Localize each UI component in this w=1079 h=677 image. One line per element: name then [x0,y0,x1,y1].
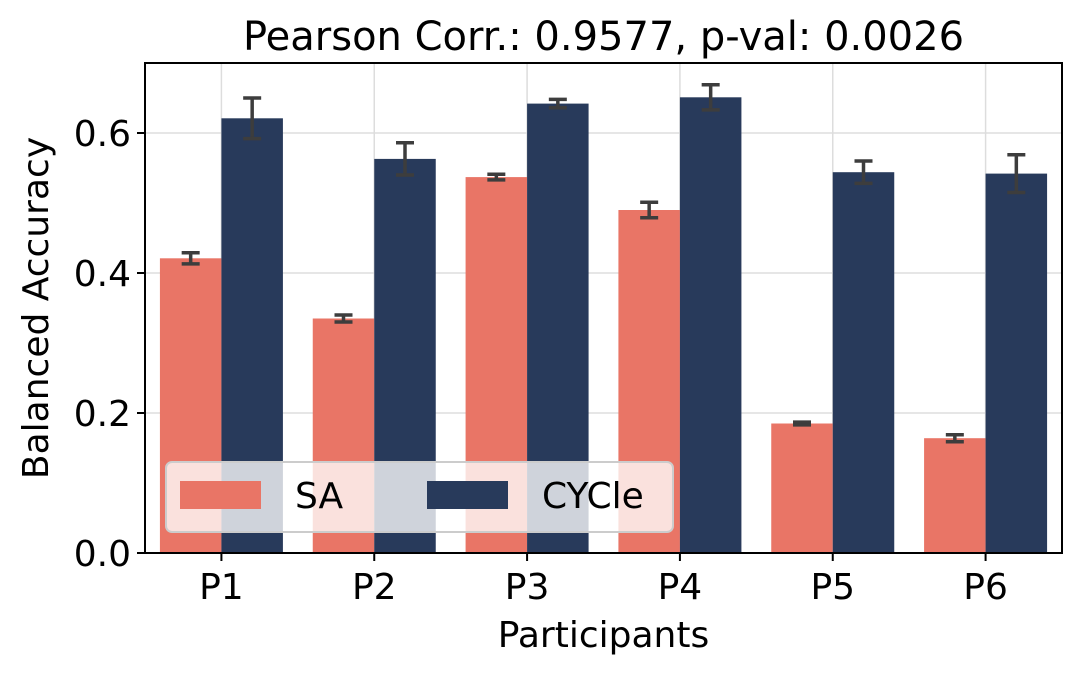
legend-label-sa: SA [295,476,344,517]
legend-swatch-cycle [427,481,508,509]
plot-area-frame [144,62,1063,554]
x-tick-label: P1 [199,567,244,608]
axis-ticks: 0.0 0.2 0.4 0.6 P1 P2 P3 P4 P5 P6 [74,114,1008,608]
x-tick-label: P4 [658,567,703,608]
legend: SA CYCle [165,461,674,533]
legend-swatch-sa [180,481,261,509]
y-tick-label: 0.6 [74,114,131,155]
legend-label-cycle: CYCle [542,476,644,517]
chart-title: Pearson Corr.: 0.9577, p-val: 0.0026 [243,14,964,60]
bar-cycle [679,97,742,554]
bar-sa [924,438,986,553]
legend-box [165,461,674,533]
bar-cycle [985,173,1048,553]
x-tick-label: P6 [963,567,1008,608]
bar-cycle [832,172,895,553]
y-tick-label: 0.4 [74,254,131,295]
y-tick-label: 0.2 [74,394,131,435]
y-tick-label: 0.0 [74,534,131,575]
error-bars [181,82,1026,444]
y-axis-label: Balanced Accuracy [16,137,57,479]
x-tick-label: P5 [810,567,855,608]
x-tick-label: P2 [352,567,397,608]
bar-sa [771,423,833,553]
x-axis-label: Participants [498,615,709,656]
x-tick-label: P3 [505,567,550,608]
